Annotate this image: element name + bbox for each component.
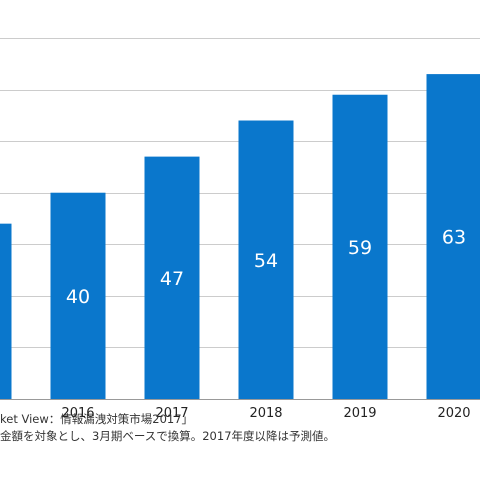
data-label: 40 — [66, 286, 90, 308]
x-tick-label: 2018 — [249, 406, 282, 421]
x-tick-label: 2019 — [343, 406, 376, 421]
bar — [426, 74, 480, 399]
source-note: ket View：情報漏洩対策市場2017」 — [0, 412, 194, 426]
x-tick-label: 2016 — [61, 406, 94, 421]
data-label: 54 — [254, 250, 278, 272]
forecast-note: 金額を対象とし、3月期ベースで換算。2017年度以降は予測値。 — [0, 429, 336, 443]
bar — [50, 192, 106, 399]
x-tick-label: 2017 — [155, 406, 188, 421]
x-tick-label: 2020 — [437, 406, 470, 421]
bar — [0, 223, 12, 399]
bar — [238, 120, 294, 399]
data-label: 63 — [442, 227, 466, 249]
data-label: 47 — [160, 268, 184, 290]
bar — [144, 156, 200, 399]
bar — [332, 94, 388, 399]
data-label: 59 — [348, 237, 372, 259]
